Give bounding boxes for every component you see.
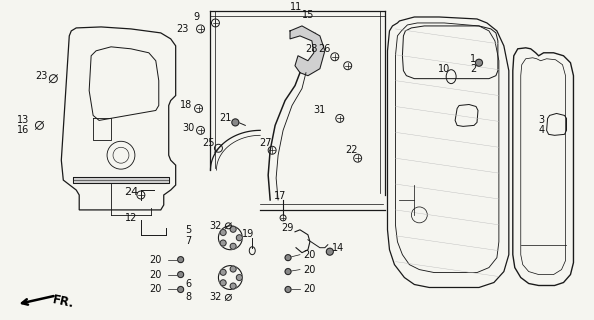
Text: 20: 20 <box>150 284 162 294</box>
Circle shape <box>220 229 226 236</box>
Text: 7: 7 <box>185 236 192 246</box>
Text: 19: 19 <box>242 229 254 239</box>
Text: FR.: FR. <box>51 293 75 310</box>
Circle shape <box>476 59 482 66</box>
Text: 6: 6 <box>185 279 192 290</box>
Circle shape <box>285 286 291 292</box>
Text: 23: 23 <box>176 24 189 34</box>
Text: 16: 16 <box>17 125 30 135</box>
Circle shape <box>236 275 242 281</box>
Text: 4: 4 <box>539 125 545 135</box>
Circle shape <box>285 268 291 275</box>
Circle shape <box>285 255 291 260</box>
Circle shape <box>220 240 226 246</box>
Circle shape <box>230 266 236 272</box>
Text: 30: 30 <box>182 124 195 133</box>
Text: 10: 10 <box>438 64 450 74</box>
Text: 12: 12 <box>125 213 137 223</box>
Circle shape <box>230 283 236 289</box>
Text: 26: 26 <box>318 44 331 54</box>
Polygon shape <box>73 177 169 183</box>
Text: 13: 13 <box>17 116 30 125</box>
Text: 20: 20 <box>304 250 316 260</box>
Circle shape <box>178 286 184 292</box>
Text: 3: 3 <box>539 116 545 125</box>
Text: 28: 28 <box>306 44 318 54</box>
Text: 1: 1 <box>470 54 476 64</box>
Text: 9: 9 <box>194 12 200 22</box>
Circle shape <box>220 269 226 275</box>
Text: 27: 27 <box>259 138 271 148</box>
Circle shape <box>326 248 333 255</box>
Circle shape <box>220 280 226 286</box>
Circle shape <box>178 272 184 277</box>
Text: 21: 21 <box>219 113 232 124</box>
Text: 23: 23 <box>35 71 48 81</box>
Text: 8: 8 <box>185 292 192 302</box>
Text: 24: 24 <box>124 187 138 197</box>
Text: 18: 18 <box>179 100 192 110</box>
Text: 32: 32 <box>209 221 222 231</box>
Text: 25: 25 <box>202 138 215 148</box>
Text: 20: 20 <box>150 255 162 265</box>
Text: 11: 11 <box>290 2 302 12</box>
Text: 29: 29 <box>281 223 293 233</box>
Text: 20: 20 <box>150 269 162 280</box>
Circle shape <box>178 257 184 263</box>
Circle shape <box>232 119 239 126</box>
Circle shape <box>236 235 242 241</box>
Text: 32: 32 <box>209 292 222 302</box>
Text: 17: 17 <box>274 191 286 201</box>
Text: 15: 15 <box>302 10 314 20</box>
Text: 20: 20 <box>304 284 316 294</box>
Text: 31: 31 <box>314 106 326 116</box>
Text: 20: 20 <box>304 265 316 275</box>
Circle shape <box>230 226 236 232</box>
Circle shape <box>230 243 236 249</box>
Text: 2: 2 <box>470 64 476 74</box>
Polygon shape <box>290 26 325 76</box>
Text: 14: 14 <box>331 243 344 253</box>
Text: 22: 22 <box>346 145 358 155</box>
Text: 5: 5 <box>185 225 192 235</box>
